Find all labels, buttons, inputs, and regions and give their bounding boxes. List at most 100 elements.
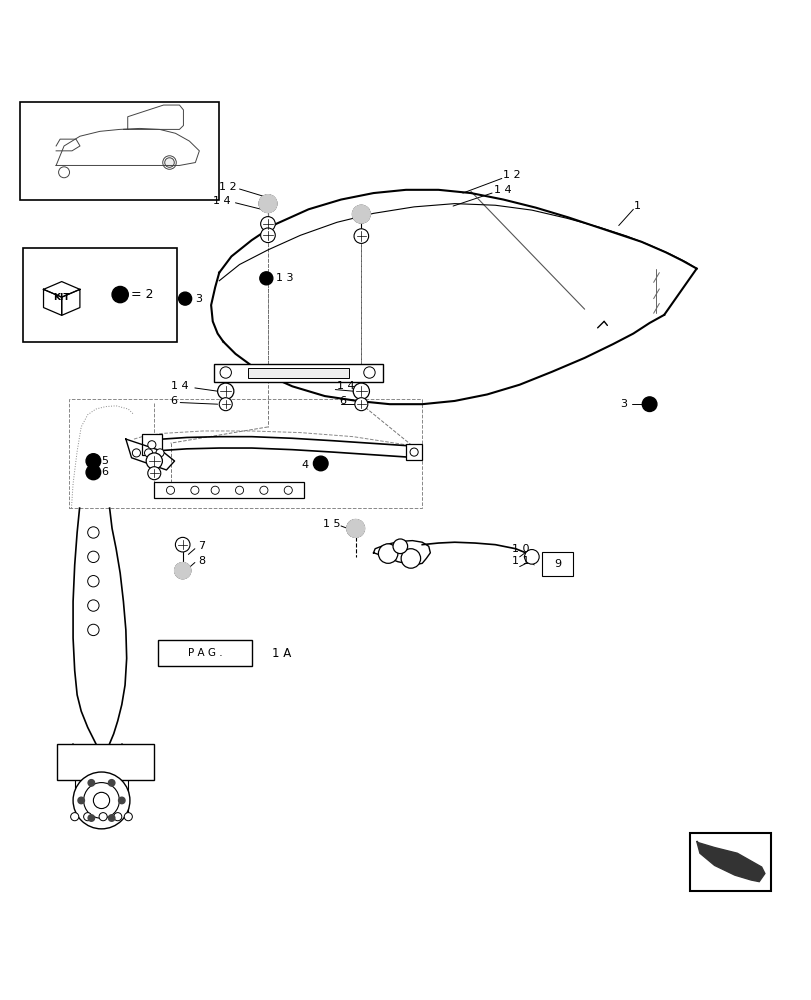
Circle shape xyxy=(260,217,275,231)
Circle shape xyxy=(148,441,156,449)
Circle shape xyxy=(352,205,370,223)
Text: 1 3: 1 3 xyxy=(276,273,294,283)
Text: 9: 9 xyxy=(554,559,560,569)
Circle shape xyxy=(156,449,164,457)
Text: 1 1: 1 1 xyxy=(511,556,529,566)
Circle shape xyxy=(524,550,539,564)
Bar xyxy=(23,248,177,342)
Circle shape xyxy=(71,813,79,821)
Circle shape xyxy=(260,272,272,285)
Circle shape xyxy=(259,195,277,213)
Text: 3: 3 xyxy=(619,399,626,409)
Text: 4: 4 xyxy=(301,460,308,470)
Bar xyxy=(20,102,219,200)
Circle shape xyxy=(99,813,107,821)
Circle shape xyxy=(354,229,368,243)
Circle shape xyxy=(642,397,656,411)
Circle shape xyxy=(259,195,277,213)
Text: 1 2: 1 2 xyxy=(219,182,237,192)
Text: KIT: KIT xyxy=(54,293,70,302)
Text: 8: 8 xyxy=(198,556,205,566)
Circle shape xyxy=(88,527,99,538)
Circle shape xyxy=(175,537,190,552)
Text: 1 2: 1 2 xyxy=(503,170,521,180)
Circle shape xyxy=(84,783,119,818)
Text: 6: 6 xyxy=(101,467,109,477)
Bar xyxy=(69,398,422,508)
Text: 1 A: 1 A xyxy=(272,647,291,660)
Circle shape xyxy=(88,780,94,786)
Bar xyxy=(247,368,349,378)
Circle shape xyxy=(401,549,420,568)
Circle shape xyxy=(148,467,161,480)
Circle shape xyxy=(284,486,292,494)
Circle shape xyxy=(144,449,152,457)
Circle shape xyxy=(93,792,109,809)
Circle shape xyxy=(88,815,94,821)
Text: 1: 1 xyxy=(633,201,640,211)
Circle shape xyxy=(166,486,174,494)
Text: 1 4: 1 4 xyxy=(493,185,511,195)
Circle shape xyxy=(108,815,115,821)
Text: 1 4: 1 4 xyxy=(170,381,188,391)
Circle shape xyxy=(88,600,99,611)
Text: 1 4: 1 4 xyxy=(212,196,230,206)
Circle shape xyxy=(114,813,122,821)
Text: 3: 3 xyxy=(195,294,202,304)
Circle shape xyxy=(346,519,364,537)
Circle shape xyxy=(260,228,275,243)
Text: 1 5: 1 5 xyxy=(323,519,341,529)
Polygon shape xyxy=(696,841,764,882)
Circle shape xyxy=(132,449,140,457)
Circle shape xyxy=(58,167,70,178)
Circle shape xyxy=(235,486,243,494)
Bar xyxy=(158,640,251,666)
Circle shape xyxy=(378,544,397,563)
Circle shape xyxy=(174,563,191,579)
Circle shape xyxy=(88,551,99,563)
Bar xyxy=(689,833,770,891)
Circle shape xyxy=(165,158,174,167)
Circle shape xyxy=(217,383,234,399)
Circle shape xyxy=(220,367,231,378)
Circle shape xyxy=(211,486,219,494)
Bar xyxy=(57,744,154,780)
Circle shape xyxy=(162,156,176,169)
Bar xyxy=(406,444,422,460)
Circle shape xyxy=(73,772,130,829)
Bar xyxy=(213,364,383,382)
Text: 6: 6 xyxy=(339,396,346,406)
Text: 7: 7 xyxy=(198,541,205,551)
Circle shape xyxy=(354,398,367,411)
Circle shape xyxy=(88,624,99,636)
Text: = 2: = 2 xyxy=(131,288,153,301)
Circle shape xyxy=(118,797,125,804)
Circle shape xyxy=(86,454,101,468)
Circle shape xyxy=(219,398,232,411)
Circle shape xyxy=(112,286,128,303)
Circle shape xyxy=(84,813,92,821)
Text: 6: 6 xyxy=(170,396,178,406)
Text: P A G .: P A G . xyxy=(187,648,222,658)
Circle shape xyxy=(353,383,369,399)
Bar xyxy=(142,434,162,455)
Circle shape xyxy=(78,797,84,804)
Text: 1 4: 1 4 xyxy=(337,381,354,391)
Bar xyxy=(542,552,573,576)
Circle shape xyxy=(178,292,191,305)
Circle shape xyxy=(393,539,407,554)
Circle shape xyxy=(260,486,268,494)
Circle shape xyxy=(124,813,132,821)
Circle shape xyxy=(346,519,364,537)
Circle shape xyxy=(108,780,115,786)
Circle shape xyxy=(86,465,101,480)
Text: 5: 5 xyxy=(101,456,109,466)
Circle shape xyxy=(363,367,375,378)
Text: 1 0: 1 0 xyxy=(511,544,529,554)
Circle shape xyxy=(410,448,418,456)
Circle shape xyxy=(352,205,370,223)
Circle shape xyxy=(313,456,328,471)
Circle shape xyxy=(88,576,99,587)
Bar xyxy=(154,482,304,498)
Circle shape xyxy=(146,453,162,469)
